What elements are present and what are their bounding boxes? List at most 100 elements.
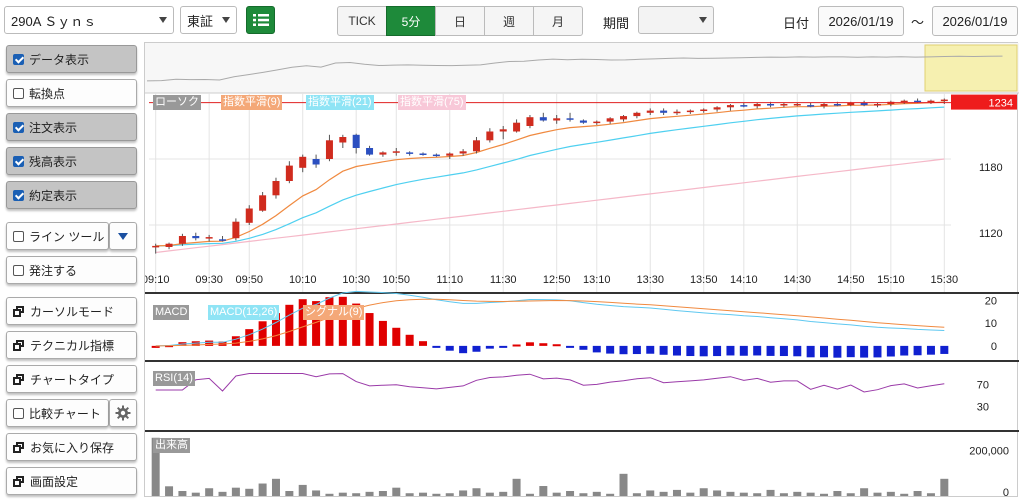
place-order-label: 発注する <box>29 263 78 278</box>
candle <box>620 116 628 120</box>
candle <box>780 104 788 106</box>
macd-histogram-bar <box>753 345 762 356</box>
macd-histogram-bar <box>499 345 508 348</box>
time-axis-label: 15:10 <box>877 274 905 286</box>
tab-day[interactable]: 日 <box>435 6 485 36</box>
candle <box>740 105 748 107</box>
save-favorite-button[interactable]: お気に入り保存 <box>6 433 137 461</box>
list-icon <box>252 14 269 26</box>
macd-histogram-bar <box>245 329 254 346</box>
market-select[interactable]: 東証 <box>180 6 237 34</box>
candle <box>165 243 173 247</box>
period-select[interactable] <box>638 6 714 34</box>
candle <box>392 151 400 153</box>
macd-histogram-bar <box>271 313 280 346</box>
volume-bar <box>151 437 160 496</box>
candle <box>847 102 855 106</box>
candle <box>553 118 561 121</box>
candle <box>767 104 775 106</box>
time-axis-label: 09:50 <box>235 274 263 286</box>
macd-histogram-bar <box>298 299 307 346</box>
line-tool-toggle[interactable]: ライン ツール <box>6 222 109 250</box>
candle <box>900 100 908 103</box>
date-from-input[interactable]: 2026/01/19 <box>818 6 904 36</box>
balance-display-toggle[interactable]: 残高表示 <box>6 147 137 175</box>
volume-bar <box>419 492 428 496</box>
macd-histogram-bar <box>592 345 601 353</box>
data-display-toggle[interactable]: データ表示 <box>6 45 137 73</box>
screen-settings-button[interactable]: 画面設定 <box>6 467 137 495</box>
current-price-label: 1234 <box>989 98 1013 110</box>
candle <box>860 102 868 106</box>
chart-type-button[interactable]: チャートタイプ <box>6 365 137 393</box>
candle <box>432 154 440 157</box>
volume-bar <box>806 492 815 496</box>
macd-histogram-bar <box>525 342 534 346</box>
candle <box>753 104 761 107</box>
candle <box>325 140 333 159</box>
candle <box>673 111 681 114</box>
compare-chart-toggle[interactable]: 比較チャート <box>6 399 109 427</box>
candle <box>566 118 574 120</box>
volume-bar <box>245 488 254 496</box>
volume-bar <box>606 493 615 496</box>
execution-display-toggle[interactable]: 約定表示 <box>6 181 137 209</box>
candle <box>793 104 801 106</box>
place-order-toggle[interactable]: 発注する <box>6 256 137 284</box>
order-display-toggle[interactable]: 注文表示 <box>6 113 137 141</box>
macd-histogram-bar <box>632 345 641 355</box>
chart-canvas[interactable]: 1180 1120 1234 09:10 09:30 09:50 10:10 10:30 10:… <box>142 43 1019 499</box>
current-price-badge <box>951 94 1017 110</box>
volume-bar <box>713 490 722 496</box>
date-to-input[interactable]: 2026/01/19 <box>932 6 1018 36</box>
date-separator: ～ <box>911 15 925 30</box>
macd-histogram-bar <box>779 345 788 357</box>
candle <box>285 165 293 181</box>
line-tool-dropdown-button[interactable] <box>109 222 137 250</box>
macd-histogram-bar <box>686 345 695 357</box>
volume-bar <box>165 486 174 496</box>
time-axis-label: 10:50 <box>383 274 411 286</box>
candle <box>660 110 668 113</box>
macd-histogram-bar <box>472 345 481 352</box>
tab-month[interactable]: 月 <box>533 6 583 36</box>
window-icon <box>13 339 25 351</box>
tab-5min[interactable]: 5分 <box>386 6 436 36</box>
macd-histogram-bar <box>312 301 321 346</box>
tab-week[interactable]: 週 <box>484 6 534 36</box>
macd-histogram-bar <box>713 345 722 357</box>
time-axis-label: 14:30 <box>784 274 812 286</box>
volume-bar <box>886 491 895 496</box>
time-axis-label: 13:50 <box>690 274 718 286</box>
macd-histogram-bar <box>900 345 909 356</box>
compare-settings-button[interactable] <box>109 399 137 427</box>
technical-indicator-label: テクニカル指標 <box>30 338 115 353</box>
candle <box>205 237 213 239</box>
time-axis-label: 09:30 <box>195 274 223 286</box>
symbol-select[interactable]: 290A Ｓｙｎｓ <box>4 6 174 34</box>
candle <box>379 152 387 155</box>
volume-bar <box>405 493 414 496</box>
macd-tick-label: 10 <box>985 318 997 330</box>
technical-indicator-button[interactable]: テクニカル指標 <box>6 331 137 359</box>
macd-histogram-bar <box>231 336 240 346</box>
chart-type-label: チャートタイプ <box>30 372 114 387</box>
time-axis-label: 10:30 <box>342 274 370 286</box>
list-menu-button[interactable] <box>246 6 275 34</box>
volume-bar <box>766 489 775 496</box>
macd-histogram-bar <box>726 345 735 356</box>
tab-tick[interactable]: TICK <box>337 6 387 36</box>
volume-bar <box>325 493 334 496</box>
time-axis-label: 12:50 <box>543 274 571 286</box>
volume-bar <box>352 493 361 496</box>
checkbox-icon <box>13 264 24 276</box>
time-axis-label: 11:10 <box>436 274 463 286</box>
volume-bar <box>338 492 347 496</box>
macd-histogram-bar <box>699 345 708 357</box>
turning-point-toggle[interactable]: 転換点 <box>6 79 137 107</box>
cursor-mode-button[interactable]: カーソルモード <box>6 297 137 325</box>
chart-area[interactable]: 1180 1120 1234 09:10 09:30 09:50 10:10 10:30 10:… <box>142 42 1019 499</box>
chevron-down-icon <box>222 17 230 23</box>
volume-bar <box>218 491 227 496</box>
candle <box>593 121 601 124</box>
